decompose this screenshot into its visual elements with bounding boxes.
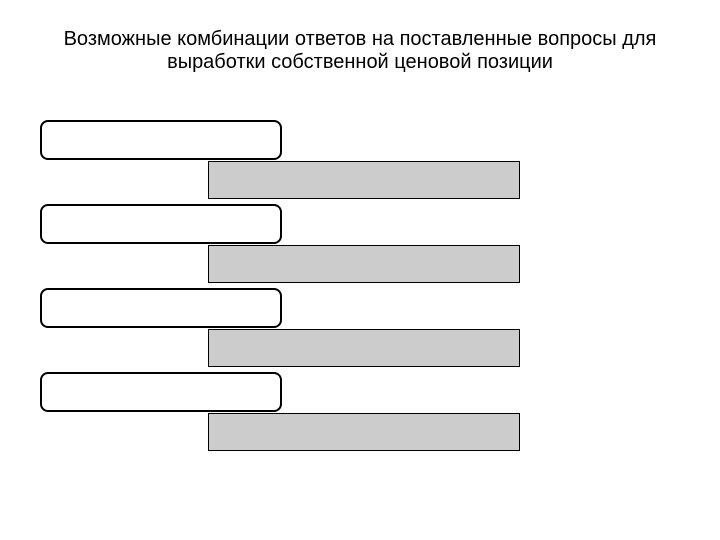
white-box-4 bbox=[40, 372, 282, 412]
gray-box-4 bbox=[208, 413, 520, 451]
white-box-1 bbox=[40, 120, 282, 160]
gray-box-2 bbox=[208, 245, 520, 283]
gray-box-3 bbox=[208, 329, 520, 367]
white-box-2 bbox=[40, 204, 282, 244]
white-box-3 bbox=[40, 288, 282, 328]
page-title: Возможные комбинации ответов на поставле… bbox=[50, 28, 670, 74]
gray-box-1 bbox=[208, 161, 520, 199]
